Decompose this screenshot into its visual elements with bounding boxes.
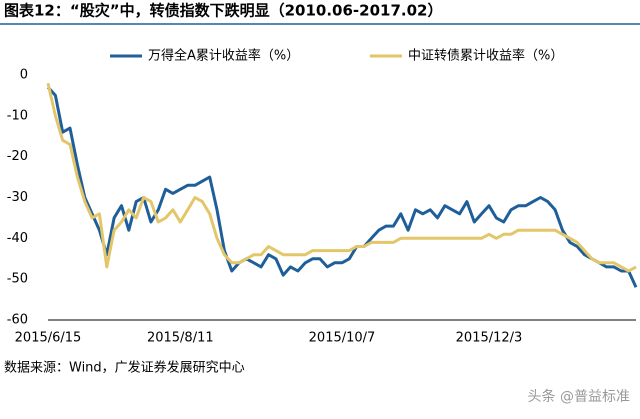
y-tick-label: 0 [20, 68, 28, 83]
x-tick-label: 2015/8/11 [147, 331, 214, 346]
y-tick-label: -60 [7, 313, 28, 328]
x-tick-label: 2015/10/7 [309, 331, 376, 346]
y-tick-label: -50 [7, 272, 28, 287]
series-line [46, 86, 638, 288]
legend-label: 万得全A累计收益率（%） [148, 48, 299, 64]
y-tick-label: -30 [7, 190, 28, 205]
legend-label: 中证转债累计收益率（%） [408, 48, 563, 64]
y-tick-label: -40 [7, 231, 28, 246]
chart-title: 图表12：“股灾”中，转债指数下跌明显（2010.06-2017.02） [4, 2, 442, 20]
y-tick-label: -10 [7, 108, 28, 123]
series-line [46, 82, 637, 273]
source: 数据来源：Wind，广发证券发展研究中心 [4, 360, 245, 376]
x-tick-label: 2015/12/3 [456, 331, 523, 346]
watermark: 头条 @普益标准 [528, 388, 630, 405]
x-tick-label: 2015/6/15 [15, 331, 82, 346]
y-tick-label: -20 [7, 149, 28, 164]
